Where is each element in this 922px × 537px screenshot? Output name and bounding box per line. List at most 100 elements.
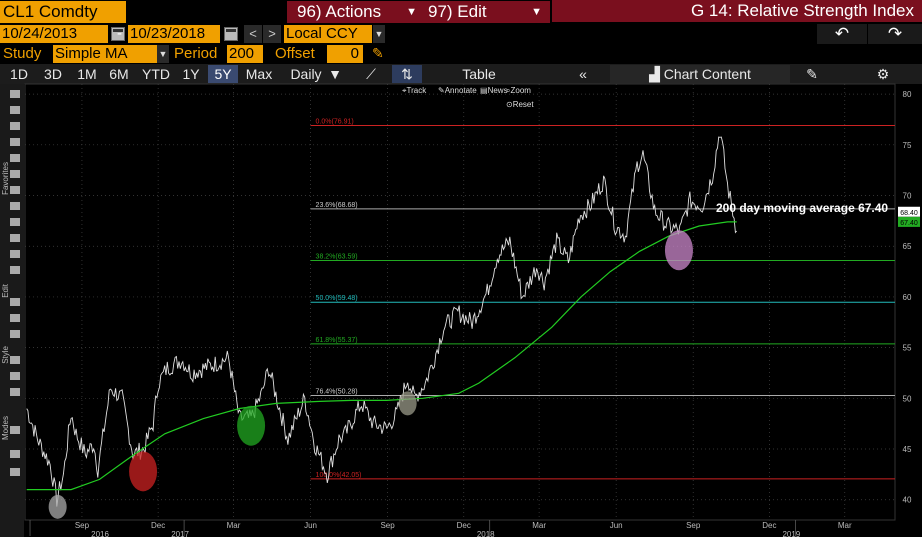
frequency-select[interactable]: Daily bbox=[290, 66, 322, 82]
x-tick-label: Dec bbox=[457, 521, 471, 530]
offset-label: Offset bbox=[275, 45, 315, 62]
next-period-button[interactable]: > bbox=[263, 25, 281, 43]
study-dropdown-icon[interactable]: ▼ bbox=[157, 45, 169, 63]
edit-caret-icon: ▼ bbox=[531, 6, 542, 18]
ticker-field[interactable]: CL1 Comdty bbox=[0, 1, 126, 23]
fill-tool-icon[interactable] bbox=[10, 372, 20, 380]
settings-gear-icon[interactable]: ⚙ bbox=[876, 66, 890, 82]
style-tool-icon[interactable] bbox=[10, 388, 20, 396]
period-field[interactable]: 200 bbox=[227, 45, 263, 63]
ruler-tool-icon[interactable] bbox=[10, 250, 20, 258]
edit-menu-button[interactable]: 97) Edit ▼ bbox=[418, 1, 550, 23]
study-label: Study bbox=[3, 45, 42, 62]
study-field[interactable]: Simple MA bbox=[53, 45, 163, 63]
frequency-dropdown-icon[interactable]: ▼ bbox=[328, 66, 342, 82]
y-tick-label: 75 bbox=[903, 141, 912, 150]
fibonacci-level-label: 100.0%(42.05) bbox=[316, 472, 362, 479]
moving-average-line bbox=[26, 221, 737, 491]
end-calendar-icon[interactable] bbox=[224, 27, 238, 41]
y-tick-label: 65 bbox=[903, 242, 912, 251]
offset-field[interactable]: 0 bbox=[327, 45, 363, 63]
fibonacci-level-label: 61.8%(55.37) bbox=[316, 337, 358, 344]
currency-field[interactable]: Local CCY bbox=[284, 25, 372, 43]
range-1d-button[interactable]: 1D bbox=[10, 66, 28, 82]
fibonacci-level-label: 50.0%(59.48) bbox=[316, 295, 358, 302]
ma-value-tag bbox=[898, 216, 920, 227]
edit-chart-icon[interactable]: ✎ bbox=[806, 66, 818, 82]
bar-chart-icon[interactable]: ⇅ bbox=[392, 65, 422, 83]
channel-tool-icon[interactable] bbox=[10, 186, 20, 194]
start-date-field[interactable]: 10/24/2013 bbox=[0, 25, 108, 43]
last-price-tag bbox=[898, 206, 920, 217]
arrow-tool-icon[interactable] bbox=[10, 170, 20, 178]
color-tool-icon[interactable] bbox=[10, 356, 20, 364]
highlight-circle bbox=[664, 230, 693, 271]
redo-arrow-icon[interactable]: ↷ bbox=[868, 24, 922, 44]
x-year-label: 2018 bbox=[477, 530, 495, 537]
annotate-button[interactable]: ✎ Annotate bbox=[438, 86, 477, 95]
start-calendar-icon[interactable] bbox=[111, 27, 125, 41]
range-max-button[interactable]: Max bbox=[245, 66, 273, 82]
actions-menu-button[interactable]: 96) Actions ▼ bbox=[287, 1, 425, 23]
x-tick-label: Jun bbox=[304, 521, 317, 530]
end-date-field[interactable]: 10/23/2018 bbox=[128, 25, 220, 43]
x-tick-label: Mar bbox=[227, 521, 241, 530]
price-series-line bbox=[26, 136, 738, 507]
fibonacci-level-label: 0.0%(76.91) bbox=[316, 118, 354, 125]
highlight-circle bbox=[48, 494, 67, 519]
date-separator: - bbox=[117, 25, 122, 42]
cursor-tool-icon[interactable] bbox=[10, 90, 20, 98]
range-ytd-button[interactable]: YTD bbox=[142, 66, 170, 82]
line-tool-icon[interactable] bbox=[10, 234, 20, 242]
currency-dropdown-icon[interactable]: ▼ bbox=[373, 25, 385, 43]
period-label: Period bbox=[174, 45, 218, 62]
track-button[interactable]: ⌖ Track bbox=[402, 86, 427, 95]
range-5y-button[interactable]: 5Y bbox=[208, 65, 238, 83]
highlight-circle bbox=[398, 391, 417, 416]
pencil-tool-icon[interactable] bbox=[10, 218, 20, 226]
range-6m-button[interactable]: 6M bbox=[109, 66, 129, 82]
ma-value-label: 67.40 bbox=[900, 220, 918, 227]
highlight-circle bbox=[237, 405, 266, 446]
pan-mode-icon[interactable] bbox=[10, 450, 20, 458]
undo-tool-icon[interactable] bbox=[10, 330, 20, 338]
measure-tool-icon[interactable] bbox=[10, 266, 20, 274]
collapse-panel-icon[interactable]: « bbox=[579, 66, 587, 82]
copy-tool-icon[interactable] bbox=[10, 298, 20, 306]
ellipse-tool-icon[interactable] bbox=[10, 154, 20, 162]
line-chart-icon[interactable]: ⟋ bbox=[366, 66, 376, 82]
study-bar: Study Simple MA ▼ Period 200 Offset 0 ✎ bbox=[0, 44, 922, 64]
x-tick-label: Dec bbox=[762, 521, 776, 530]
track-label: Track bbox=[406, 86, 427, 95]
x-year-label: 2019 bbox=[782, 530, 800, 537]
crosshair-mode-icon[interactable] bbox=[10, 426, 20, 434]
actions-label: 96) Actions bbox=[297, 2, 382, 21]
undo-arrow-icon[interactable]: ↶ bbox=[817, 24, 867, 44]
pen-tool-icon[interactable] bbox=[10, 202, 20, 210]
previous-period-button[interactable]: < bbox=[244, 25, 262, 43]
delete-tool-icon[interactable] bbox=[10, 314, 20, 322]
y-tick-label: 45 bbox=[903, 445, 912, 454]
fibonacci-level-label: 23.6%(68.68) bbox=[316, 202, 358, 209]
trendline-tool-icon[interactable] bbox=[10, 106, 20, 114]
x-tick-label: Sep bbox=[686, 521, 701, 530]
chart-content-button[interactable]: ▟ Chart Content bbox=[610, 65, 790, 83]
title-bar: CL1 Comdty 96) Actions ▼ 97) Edit ▼ G 14… bbox=[0, 0, 922, 24]
function-title: G 14: Relative Strength Index bbox=[552, 0, 922, 22]
reset-button[interactable]: ⊙ Reset bbox=[506, 100, 534, 109]
zoom-button[interactable]: ⌕ Zoom bbox=[506, 86, 531, 95]
news-label: News bbox=[487, 86, 508, 95]
range-1y-button[interactable]: 1Y bbox=[182, 66, 200, 82]
settings-mode-icon[interactable] bbox=[10, 468, 20, 476]
news-button[interactable]: ▤ News bbox=[480, 86, 508, 95]
x-tick-label: Mar bbox=[838, 521, 852, 530]
range-3d-button[interactable]: 3D bbox=[44, 66, 62, 82]
pencil-icon[interactable]: ✎ bbox=[372, 45, 384, 61]
range-1m-button[interactable]: 1M bbox=[77, 66, 97, 82]
text-tool-icon[interactable] bbox=[10, 138, 20, 146]
fibonacci-tool-icon[interactable] bbox=[10, 122, 20, 130]
highlight-circle bbox=[129, 451, 158, 492]
actions-caret-icon: ▼ bbox=[406, 6, 417, 18]
table-button[interactable]: Table bbox=[462, 66, 496, 82]
